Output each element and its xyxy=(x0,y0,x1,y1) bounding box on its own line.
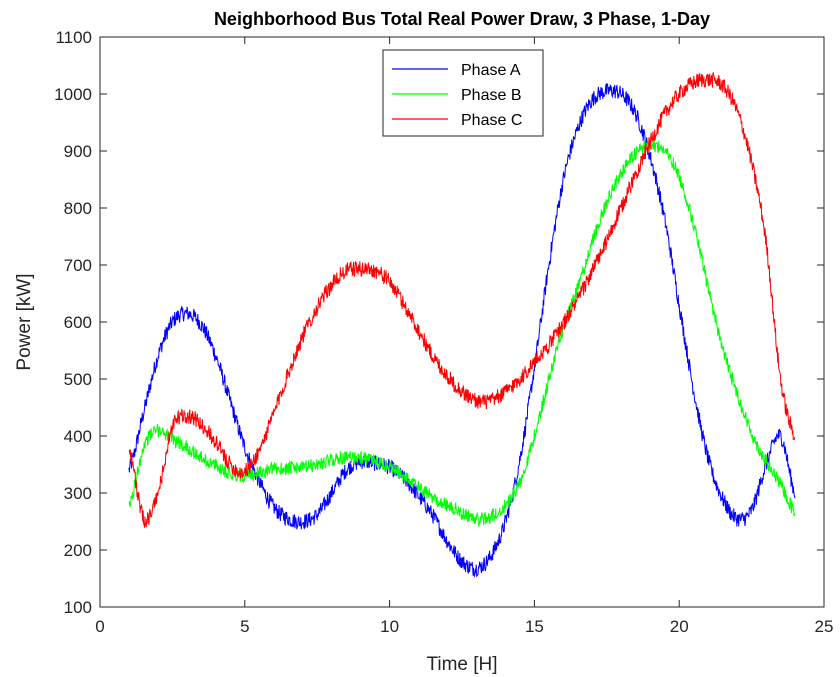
x-tick-label: 5 xyxy=(240,617,249,636)
y-tick-label: 400 xyxy=(64,427,92,446)
y-tick-label: 1000 xyxy=(54,85,92,104)
chart-title: Neighborhood Bus Total Real Power Draw, … xyxy=(214,9,710,29)
y-tick-label: 1100 xyxy=(55,28,92,47)
x-tick-label: 10 xyxy=(380,617,399,636)
legend-label: Phase C xyxy=(461,112,522,129)
y-tick-label: 800 xyxy=(64,199,92,218)
series-layer xyxy=(128,72,796,578)
legend-box xyxy=(382,49,544,137)
series-line-phase-a xyxy=(128,82,796,578)
y-axis-label: Power [kW] xyxy=(14,273,35,370)
x-tick-label: 15 xyxy=(525,617,544,636)
tick-layer: 0 5 10 15 20 25 100 200 300 400 500 600 700 800 900 100… xyxy=(54,28,833,636)
y-tick-label: 500 xyxy=(64,370,92,389)
x-axis-label: Time [H] xyxy=(426,654,497,675)
y-tick-label: 600 xyxy=(64,313,92,332)
y-tick-label: 300 xyxy=(64,484,92,503)
y-tick-label: 700 xyxy=(64,256,92,275)
series-line-phase-c xyxy=(128,72,796,528)
legend: Phase A Phase B Phase C xyxy=(382,49,544,137)
y-tick-label: 100 xyxy=(64,598,92,617)
x-tick-label: 0 xyxy=(95,617,104,636)
y-tick-label: 900 xyxy=(64,142,92,161)
x-tick-label: 20 xyxy=(670,617,689,636)
x-tick-label: 25 xyxy=(815,617,834,636)
legend-label: Phase B xyxy=(461,87,521,104)
y-tick-label: 200 xyxy=(64,541,92,560)
legend-label: Phase A xyxy=(461,62,521,79)
